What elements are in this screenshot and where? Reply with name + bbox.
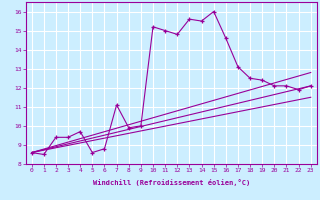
X-axis label: Windchill (Refroidissement éolien,°C): Windchill (Refroidissement éolien,°C) [92,179,250,186]
